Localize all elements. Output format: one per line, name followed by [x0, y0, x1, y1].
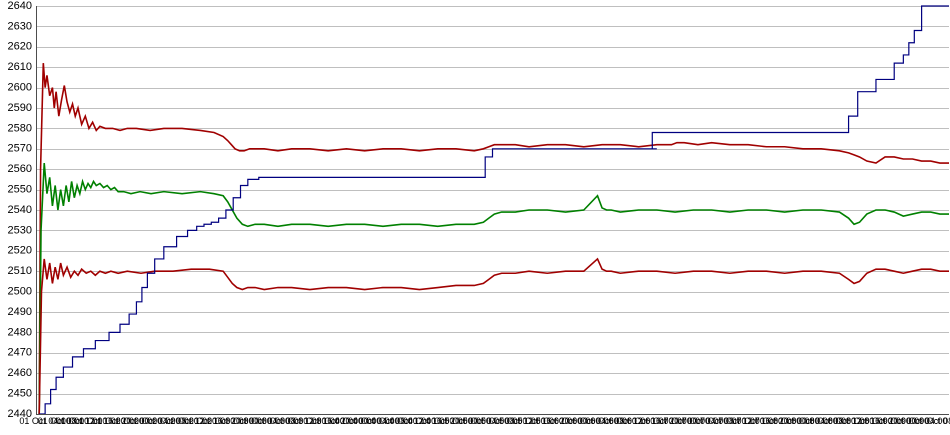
chart-series-group — [38, 5, 949, 415]
x-axis-tick-label: 04 Oct 08:00 — [366, 416, 418, 426]
x-axis-tick-label: 07 Oct 12:00 — [713, 416, 765, 426]
series-green-band — [38, 163, 949, 415]
y-axis-tick-label: 2580 — [8, 122, 32, 134]
y-axis-tick-label: 2450 — [8, 388, 32, 400]
y-axis-tick-label: 2600 — [8, 82, 32, 94]
x-axis-tick-label: 03 Oct 16:00 — [293, 416, 345, 426]
series-blue-step-line — [39, 5, 949, 415]
y-axis-tick-label: 2490 — [8, 306, 32, 318]
x-axis-tick-label: 08 Oct 12:00 — [823, 416, 875, 426]
x-axis-tick-label: 01 Oct 12:00 — [56, 416, 108, 426]
chart-axis-lines — [36, 6, 949, 415]
x-axis-tick-label: 06 Oct 16:00 — [622, 416, 674, 426]
x-axis-tick-label: 01 Oct 08:00 — [38, 416, 90, 426]
y-axis-tick-label: 2530 — [8, 224, 32, 236]
x-axis-tick-label: 02 Oct 00:00 — [111, 416, 163, 426]
x-axis-tick-label: 02 Oct 04:00 — [129, 416, 181, 426]
x-axis-tick-label: 03 Oct 12:00 — [275, 416, 327, 426]
x-axis-tick-label: 04 Oct 04:00 — [348, 416, 400, 426]
y-axis-tick-label: 2640 — [8, 0, 32, 12]
x-axis-tick-label: 09 Oct 00:00 — [878, 416, 930, 426]
x-axis-tick-label: 07 Oct 16:00 — [731, 416, 783, 426]
x-axis-tick-label: 01 Oct 20:00 — [92, 416, 144, 426]
x-axis-tick-label: 07 Oct 00:00 — [658, 416, 710, 426]
y-axis-tick-label: 2440 — [8, 408, 32, 420]
y-axis-tick-label: 2620 — [8, 41, 32, 53]
x-axis-tick-label: 03 Oct 00:00 — [220, 416, 272, 426]
x-axis-tick-label: 09 Oct 04:00 — [896, 416, 948, 426]
series-lower-red-band — [38, 257, 949, 415]
y-axis-tick-label: 2520 — [8, 245, 32, 257]
y-axis-tick-label: 2570 — [8, 143, 32, 155]
x-axis-tick-label: 03 Oct 08:00 — [257, 416, 309, 426]
x-axis-tick-label: 08 Oct 04:00 — [786, 416, 838, 426]
x-axis-tick-label: 02 Oct 16:00 — [184, 416, 236, 426]
y-axis-tick-label: 2500 — [8, 286, 32, 298]
x-axis-tick-label: 07 Oct 20:00 — [750, 416, 802, 426]
x-axis-tick-label: 08 Oct 08:00 — [805, 416, 857, 426]
y-axis-tick-label: 2560 — [8, 163, 32, 175]
y-axis-tick-label: 2470 — [8, 347, 32, 359]
x-axis-tick-label: 06 Oct 08:00 — [585, 416, 637, 426]
x-axis-tick-label: 01 Oct 04:00 — [19, 416, 71, 426]
x-axis-tick-label: 09 Oct 08:00 — [914, 416, 950, 426]
y-axis-tick-labels: 2440 2450 2460 2470 2480 2490 2500 2510 2520 2530… — [8, 0, 32, 420]
y-axis-tick-label: 2550 — [8, 184, 32, 196]
y-axis-tick-label: 2590 — [8, 102, 32, 114]
series-upper-red-band — [38, 63, 949, 415]
x-axis-tick-label: 05 Oct 12:00 — [494, 416, 546, 426]
x-axis-tick-label: 02 Oct 08:00 — [147, 416, 199, 426]
y-axis-tick-label: 2460 — [8, 367, 32, 379]
y-axis-tick-label: 2510 — [8, 265, 32, 277]
x-axis-tick-label: 01 Oct 16:00 — [74, 416, 126, 426]
x-axis-tick-label: 04 Oct 12:00 — [385, 416, 437, 426]
y-axis-tick-label: 2630 — [8, 20, 32, 32]
x-axis-tick-label: 08 Oct 00:00 — [768, 416, 820, 426]
x-axis-tick-label: 06 Oct 12:00 — [604, 416, 656, 426]
y-axis-tick-label: 2480 — [8, 326, 32, 338]
x-axis-tick-label: 04 Oct 20:00 — [421, 416, 473, 426]
y-axis-tick-label: 2610 — [8, 61, 32, 73]
x-axis-tick-label: 05 Oct 08:00 — [476, 416, 528, 426]
x-axis-tick-label: 07 Oct 08:00 — [695, 416, 747, 426]
x-axis-tick-label: 03 Oct 04:00 — [238, 416, 290, 426]
x-axis-tick-label: 04 Oct 00:00 — [330, 416, 382, 426]
y-axis-tick-label: 2540 — [8, 204, 32, 216]
x-axis-tick-label: 08 Oct 20:00 — [859, 416, 911, 426]
x-axis-tick-label: 03 Oct 20:00 — [312, 416, 364, 426]
x-axis-tick-label: 05 Oct 16:00 — [512, 416, 564, 426]
x-axis-tick-label: 05 Oct 20:00 — [531, 416, 583, 426]
x-axis-tick-label: 06 Oct 00:00 — [549, 416, 601, 426]
x-axis-tick-label: 05 Oct 04:00 — [458, 416, 510, 426]
x-axis-tick-label: 08 Oct 16:00 — [841, 416, 893, 426]
x-axis-tick-label: 02 Oct 12:00 — [165, 416, 217, 426]
x-axis-tick-label: 07 Oct 04:00 — [677, 416, 729, 426]
x-axis-tick-label: 05 Oct 00:00 — [439, 416, 491, 426]
x-axis-tick-label: 06 Oct 04:00 — [567, 416, 619, 426]
x-axis-tick-label: 02 Oct 20:00 — [202, 416, 254, 426]
x-axis-tick-label: 06 Oct 20:00 — [640, 416, 692, 426]
x-axis-tick-label: 04 Oct 16:00 — [403, 416, 455, 426]
